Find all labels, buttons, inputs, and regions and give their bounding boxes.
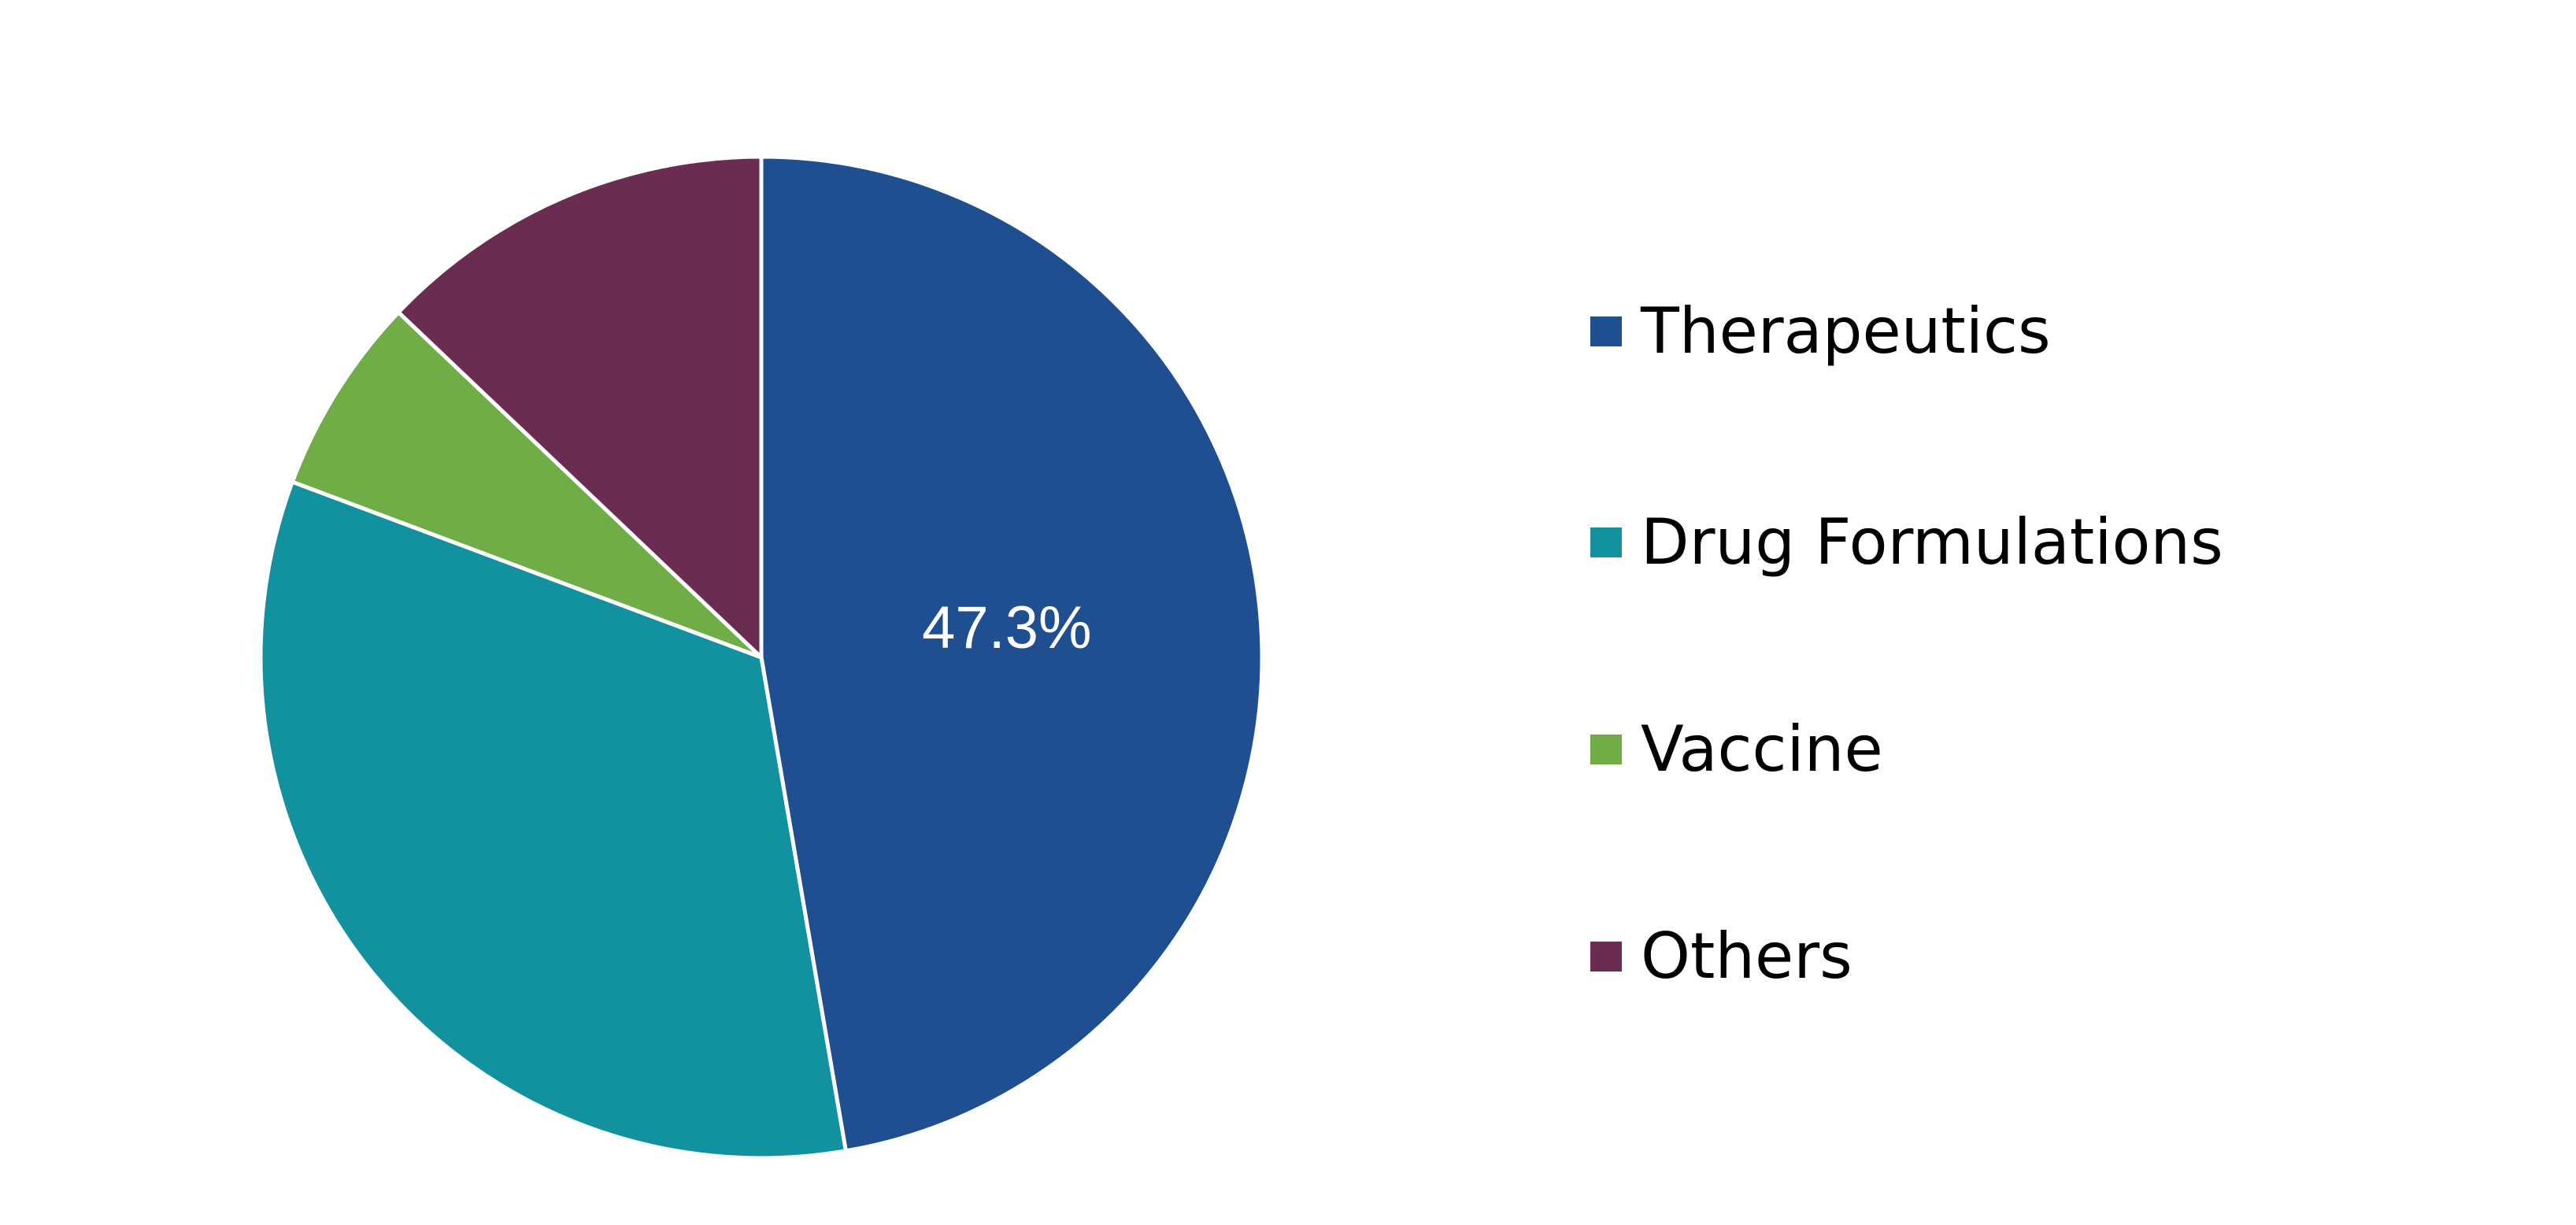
legend-item-drug-formulations: Drug Formulations: [1590, 511, 2223, 574]
legend-label: Vaccine: [1641, 712, 1883, 786]
legend-label: Therapeutics: [1641, 294, 2051, 368]
legend-swatch: [1590, 316, 1622, 346]
legend-swatch: [1590, 527, 1622, 557]
pie-slice-others: [395, 154, 764, 662]
legend-swatch: [1590, 942, 1622, 971]
legend-item-vaccine: Vaccine: [1590, 718, 1883, 781]
legend-label: Others: [1641, 920, 1852, 993]
pie-slice-drug-formulations: [258, 479, 849, 1160]
pie-slice-vaccine: [290, 309, 763, 660]
pie-slice-therapeutics: [759, 154, 1264, 1153]
legend-swatch: [1590, 735, 1622, 764]
legend-label: Drug Formulations: [1641, 505, 2223, 579]
legend-item-therapeutics: Therapeutics: [1590, 300, 2051, 363]
legend-item-others: Others: [1590, 925, 1852, 988]
data-label: 47.3%: [922, 594, 1092, 661]
